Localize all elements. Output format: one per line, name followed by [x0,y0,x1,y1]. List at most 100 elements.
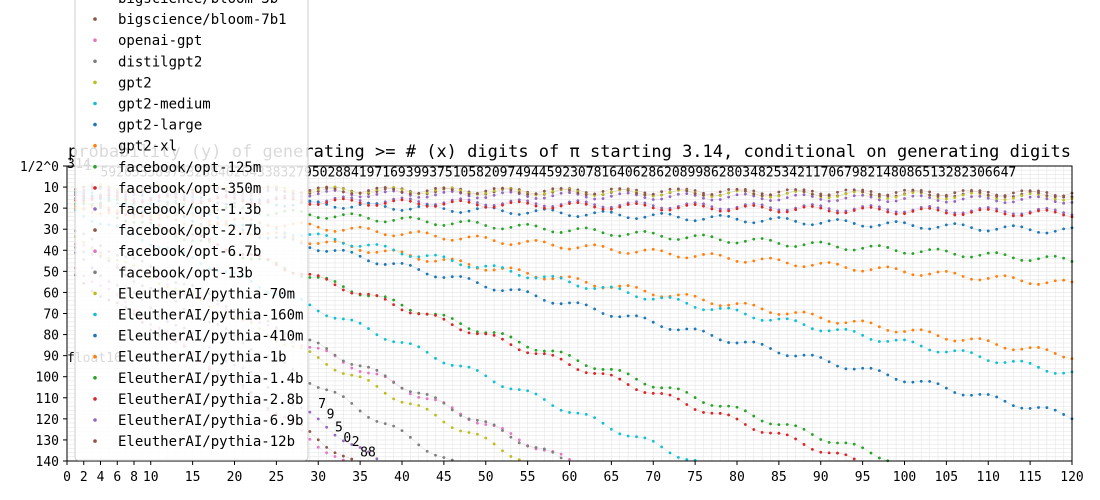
series-connector [1021,211,1031,215]
series-connector [552,188,562,192]
data-point [735,417,739,421]
data-point [827,196,831,200]
series-connector [510,267,520,270]
series-connector [661,192,671,196]
data-point [1020,198,1024,201]
series-connector [611,193,620,197]
data-point [434,259,437,263]
data-point [576,359,580,362]
data-point [718,404,722,408]
series-connector [443,403,453,410]
series-connector [745,238,754,242]
series-connector [636,231,645,233]
data-point [1028,228,1032,232]
series-connector [460,236,470,240]
data-point [392,234,396,238]
data-point [760,219,764,223]
series-connector [937,271,947,273]
legend-marker [93,228,97,232]
series-connector [862,269,872,272]
series-connector [351,204,361,208]
series-connector [988,198,997,202]
series-connector [561,188,570,191]
series-connector [870,368,880,371]
data-point [685,327,689,331]
data-point [601,372,605,375]
annotation-label: 3 [67,157,75,172]
data-point [559,408,563,412]
data-point [425,204,429,208]
data-point [643,391,647,394]
data-point [425,220,429,224]
legend-entry: bigscience/bloom-7b1 [118,12,287,28]
data-point [643,191,647,195]
series-connector [644,249,654,251]
series-connector [795,189,805,192]
series-connector [820,317,830,322]
data-point [467,235,471,239]
series-connector [376,220,386,223]
data-point [836,211,839,215]
data-point [601,209,605,213]
data-point [383,190,387,194]
series-connector [318,277,327,279]
data-point [333,230,337,233]
data-point [467,219,471,223]
data-point [995,343,999,346]
series-connector [854,331,863,336]
data-point [743,204,747,208]
series-connector [1046,231,1056,234]
data-point [1011,256,1015,260]
x-tick-label: 95 [855,470,871,485]
series-connector [443,314,453,319]
series-connector [586,201,595,205]
series-connector [502,210,511,214]
data-point [450,275,454,279]
series-connector [736,418,746,425]
series-connector [443,223,453,226]
series-connector [661,446,671,454]
data-point [777,258,781,262]
series-connector [1030,190,1039,192]
data-point [400,400,404,404]
series-connector [1013,225,1022,228]
series-connector [996,195,1006,197]
data-point [358,199,362,202]
data-point [559,350,563,354]
series-connector [870,267,880,270]
series-connector [762,344,771,349]
data-point [459,263,463,267]
series-connector [360,371,369,374]
data-point [911,252,915,255]
series-connector [552,193,562,196]
series-connector [937,224,947,228]
series-connector [368,194,377,197]
series-connector [351,319,361,324]
data-point [944,223,948,227]
series-connector [837,193,846,197]
data-point [978,228,982,232]
series-connector [854,206,863,210]
series-connector [427,352,436,359]
series-connector [535,193,545,196]
data-point [836,451,839,455]
series-connector [460,192,470,197]
data-point [425,189,429,193]
data-point [375,204,379,207]
data-point [341,372,345,375]
series-connector [787,262,796,267]
data-point [459,414,463,417]
series-connector [619,252,629,254]
legend-marker [93,207,97,211]
series-connector [334,354,344,362]
series-connector [812,223,821,225]
data-point [660,325,664,329]
series-connector [711,206,721,210]
data-point [970,191,973,195]
series-connector [318,310,327,316]
data-point [886,197,890,200]
data-point [584,364,588,368]
data-point [693,234,697,238]
data-point [928,330,932,334]
data-point [668,451,672,455]
